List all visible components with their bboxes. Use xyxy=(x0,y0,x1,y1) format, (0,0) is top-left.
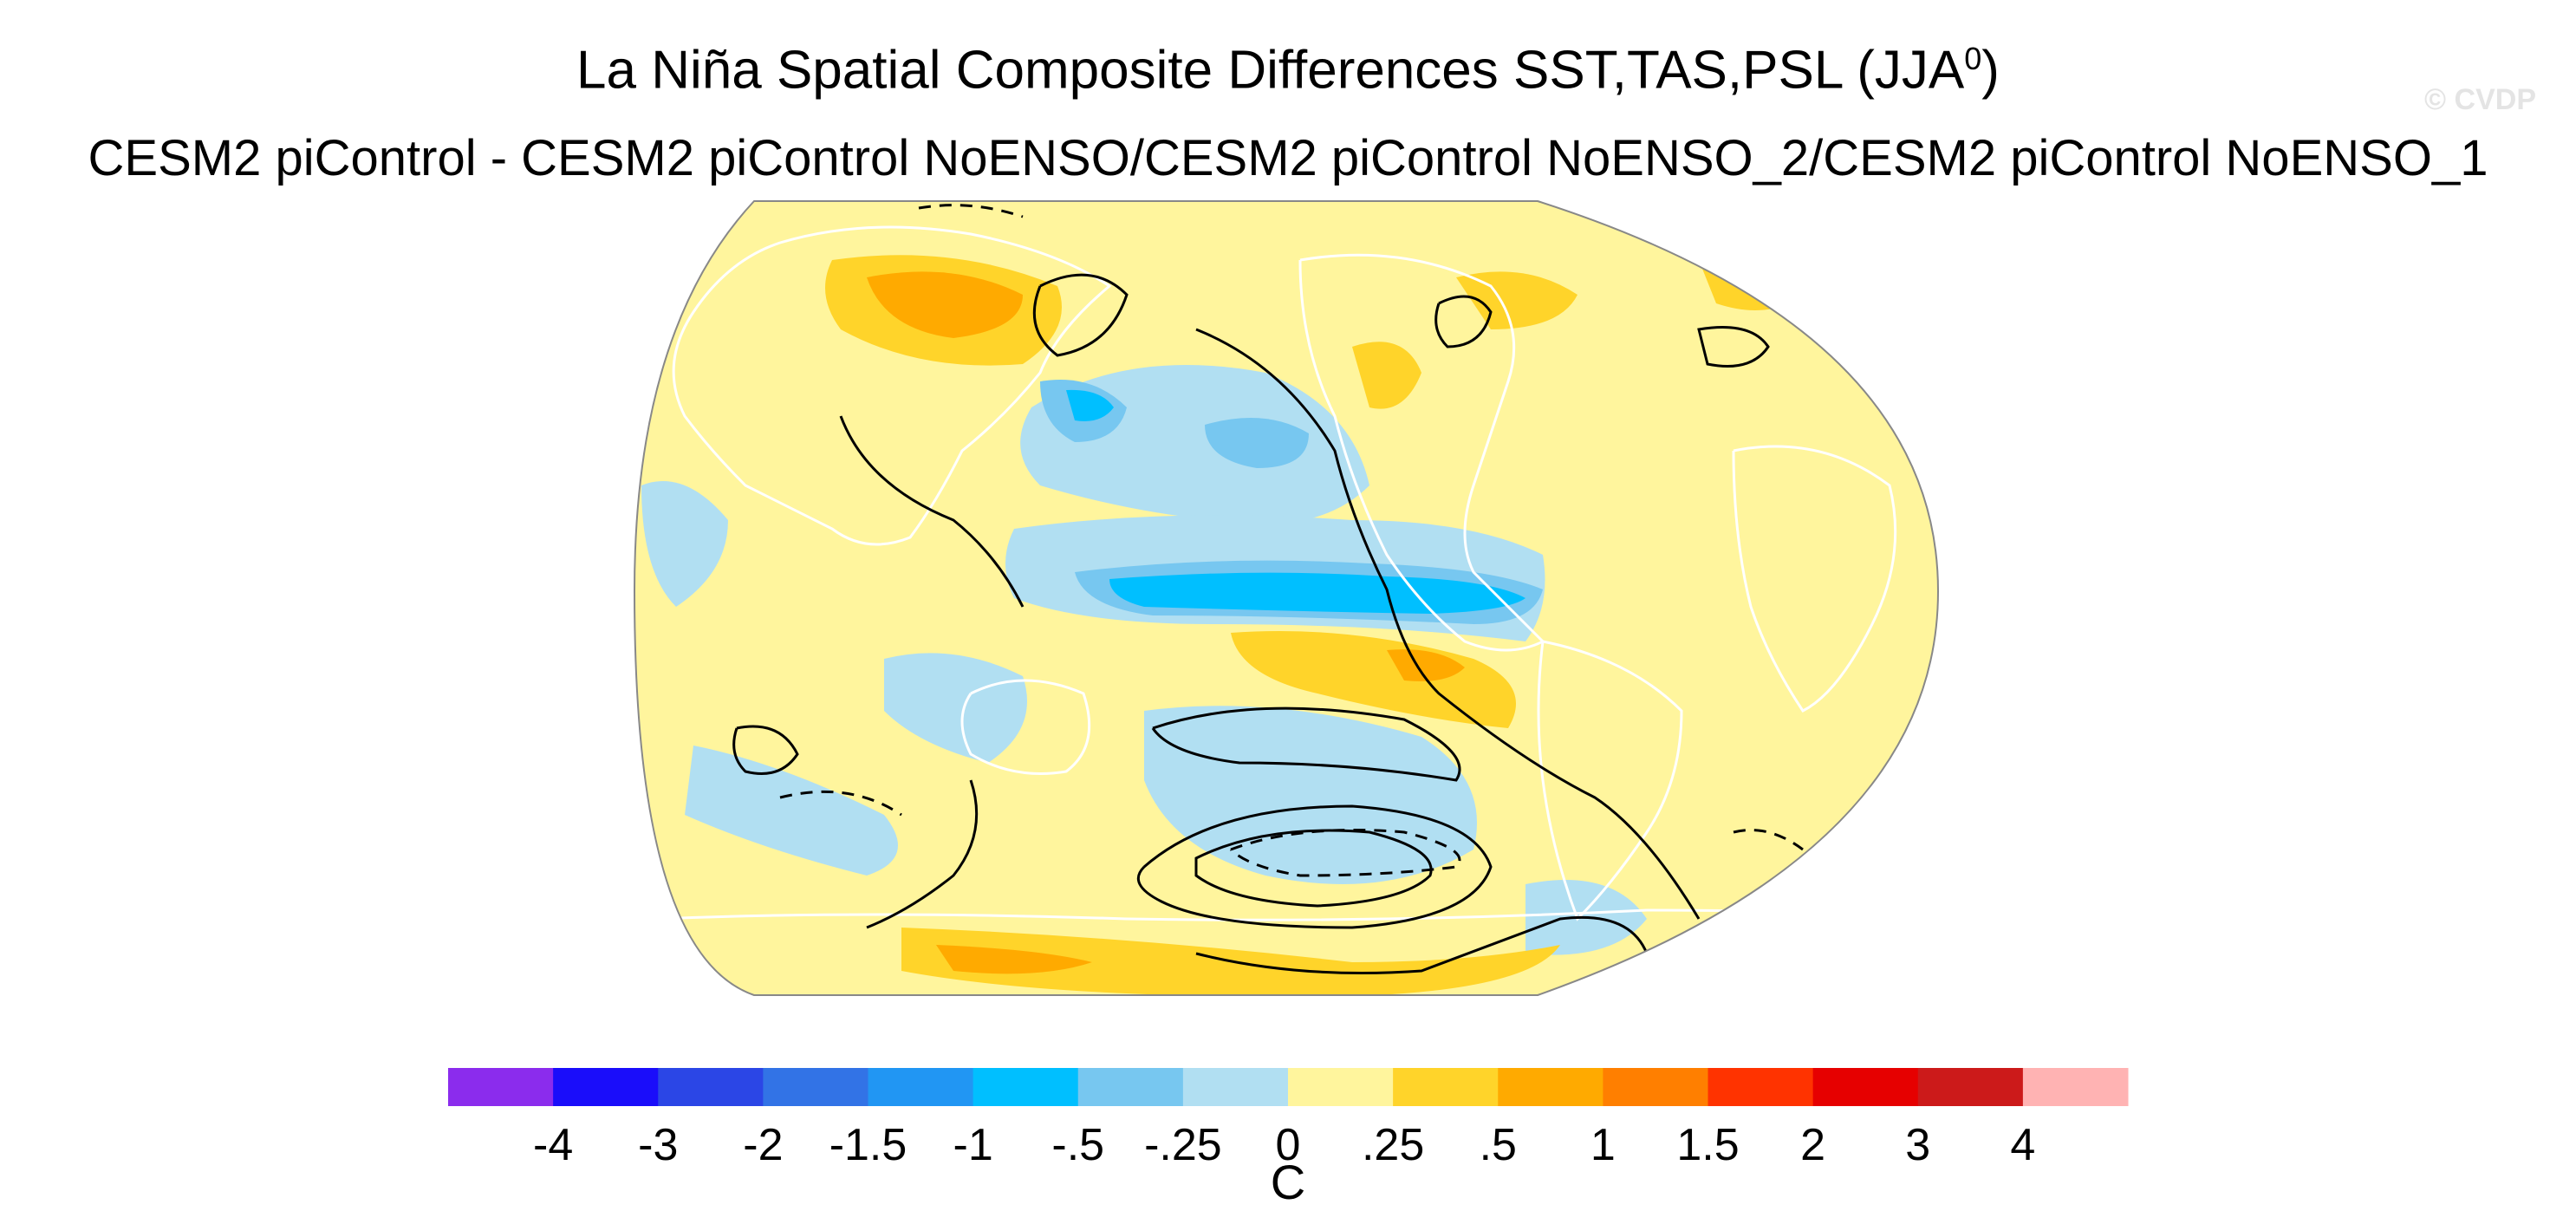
psl-contour-positive xyxy=(732,725,799,775)
map-globe xyxy=(633,200,1940,996)
psl-contour-long xyxy=(1195,328,1701,920)
colorbar-swatch xyxy=(553,1068,659,1106)
colorbar-tick-label: -1 xyxy=(953,1120,993,1170)
colorbar-swatch xyxy=(1708,1068,1814,1106)
colorbar-swatch xyxy=(1812,1068,1919,1106)
anomaly-region-central-north-pacific xyxy=(1205,418,1309,468)
colorbar-tick-label: 1.5 xyxy=(1676,1120,1739,1170)
anomaly-region-siberia-core xyxy=(867,271,1023,338)
psl-contour-negative xyxy=(918,204,1024,218)
watermark: © CVDP xyxy=(2424,83,2536,116)
psl-contour-positive xyxy=(1136,804,1493,929)
psl-contour-positive xyxy=(1032,273,1129,357)
colorbar-swatch xyxy=(658,1068,764,1106)
psl-contour-positive xyxy=(1697,326,1770,368)
psl-contour-negative xyxy=(779,790,902,817)
colorbar-tick-label: -.5 xyxy=(1051,1120,1104,1170)
coastline-eurasia xyxy=(672,225,1112,546)
colorbar-tick-label: 2 xyxy=(1800,1120,1825,1170)
colorbar-swatch xyxy=(1498,1068,1603,1106)
anomaly-region-indian-ocean xyxy=(685,745,898,876)
anomaly-region-north-america xyxy=(1352,342,1421,409)
psl-contour-long xyxy=(866,779,979,929)
colorbar-swatch xyxy=(868,1068,974,1106)
colorbar-swatch xyxy=(1393,1068,1499,1106)
colorbar: -4 -3 -2 -1.5 -1 -.5 -.25 0 .25 .5 1 1.5 2 3 4 xyxy=(448,1068,2129,1170)
figure-subtitle: CESM2 piControl - CESM2 piControl NoENSO… xyxy=(88,130,2488,186)
colorbar-tick-label: 0 xyxy=(1276,1120,1301,1170)
anomaly-region-europe xyxy=(1456,271,1577,329)
colorbar-tick-label: 1 xyxy=(1590,1120,1616,1170)
colorbar-tick-label: -1.5 xyxy=(829,1120,907,1170)
globe-border xyxy=(633,200,1940,996)
psl-contour-positive xyxy=(1151,706,1461,782)
colorbar-swatch xyxy=(1182,1068,1289,1106)
colorbar-tick-label: .25 xyxy=(1362,1120,1424,1170)
psl-contour-positive xyxy=(1194,829,1433,908)
psl-contour-antarctic xyxy=(1195,915,1649,974)
anomaly-region-africa xyxy=(641,481,728,607)
colorbar-swatch xyxy=(1077,1068,1184,1106)
colorbar-tick-label: .5 xyxy=(1480,1120,1517,1170)
anomaly-region-west-pacific xyxy=(884,653,1027,763)
colorbar-tick-label: -.25 xyxy=(1144,1120,1222,1170)
colorbar-swatch xyxy=(763,1068,868,1106)
psl-contours xyxy=(732,204,1804,974)
psl-contour-negative xyxy=(1733,829,1804,851)
coastline-north-america xyxy=(1298,253,1545,652)
anomaly-region-kuroshio-core xyxy=(1066,389,1114,421)
anomaly-region-antarctica-core xyxy=(936,945,1092,974)
figure-title: La Niña Spatial Composite Differences SS… xyxy=(576,40,2000,101)
colorbar-swatch xyxy=(1288,1068,1394,1106)
colorbar-tick-label: -4 xyxy=(533,1120,573,1170)
colorbar-swatch xyxy=(973,1068,1079,1106)
anomaly-fills xyxy=(641,255,1803,995)
anomaly-region-south-pacific-warm xyxy=(1231,631,1516,728)
colorbar-tick-label: 3 xyxy=(1905,1120,1930,1170)
anomaly-region-nino-core xyxy=(1109,572,1525,614)
psl-contour-long xyxy=(839,415,1025,608)
colorbar-tick-label: -2 xyxy=(743,1120,783,1170)
colorbar-tick-label: -3 xyxy=(638,1120,678,1170)
coastline-australia xyxy=(960,679,1091,775)
psl-contour-negative xyxy=(1229,829,1461,877)
colorbar-swatch xyxy=(1603,1068,1708,1106)
psl-contour-positive xyxy=(1434,295,1493,348)
colorbar-swatch xyxy=(448,1068,554,1106)
coastline-south-america xyxy=(1537,640,1683,921)
colorbar-swatch xyxy=(2022,1068,2129,1106)
colorbar-swatch xyxy=(1917,1068,2024,1106)
colorbar-tick-label: 4 xyxy=(2010,1120,2035,1170)
anomaly-region-south-pacific-core xyxy=(1387,649,1465,681)
coastline-africa xyxy=(1732,445,1897,713)
colorbar-unit-label: C xyxy=(1270,1155,1306,1209)
